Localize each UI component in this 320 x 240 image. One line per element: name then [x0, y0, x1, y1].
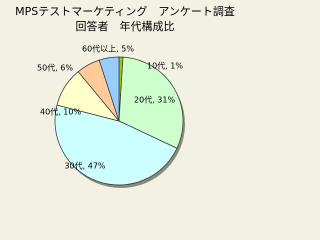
data-label: 20代, 31%: [134, 95, 175, 105]
pie-slice: [118, 56, 184, 149]
data-label: 40代, 10%: [40, 107, 81, 117]
data-label: 10代, 1%: [147, 61, 183, 71]
data-label: 60代以上, 5%: [82, 44, 134, 54]
chart-subtitle: 回答者 年代構成比: [76, 19, 175, 33]
chart: MPSテストマーケティング アンケート調査 回答者 年代構成比 10代, 1% 2…: [15, 4, 235, 188]
page: {"chart_data": {"type": "pie", "title": …: [15, 4, 235, 188]
data-label: 50代, 6%: [37, 63, 73, 73]
chart-title: MPSテストマーケティング アンケート調査: [15, 4, 235, 18]
pie-slice: [98, 56, 120, 122]
pie-slice: [54, 104, 178, 186]
data-label: 30代, 47%: [64, 161, 105, 171]
